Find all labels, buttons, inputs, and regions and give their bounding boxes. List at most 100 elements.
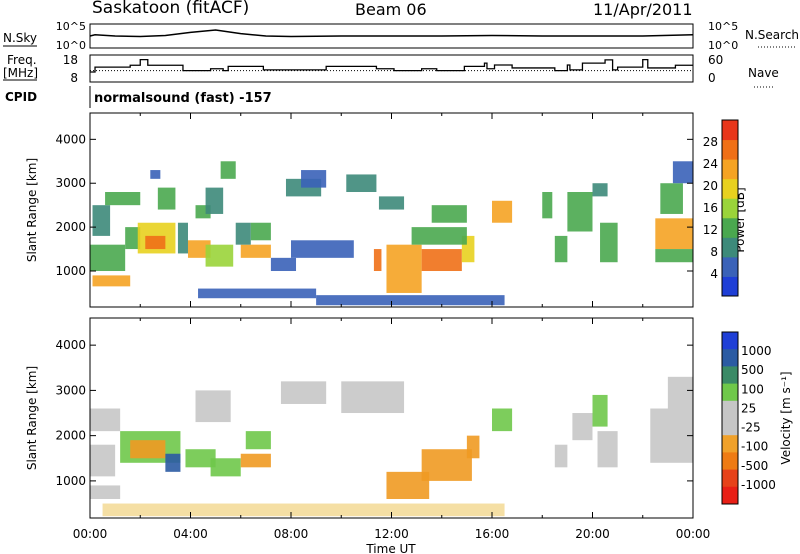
freq-unit-label: [MHz] [3,66,38,80]
velocity-region [466,435,480,459]
nave-label: Nave [748,66,779,80]
velocity-region [90,408,121,432]
velocity-region [572,413,593,441]
power-region [592,183,608,197]
power-region [386,244,422,293]
velocity-region [130,440,166,459]
velocity-region [650,408,693,463]
velocity-colorbar-swatch [722,332,738,350]
velocity-region [592,394,608,427]
velocity-ylabel: Slant Range [km] [25,366,39,470]
power-region [301,170,327,188]
velocity-ytick-label: 1000 [55,474,86,488]
power-region [205,187,224,214]
beam-label: Beam 06 [355,0,427,19]
velocity-colorbar-swatch [722,400,738,419]
power-region [378,196,405,210]
power-colorbar-tick: 4 [710,267,718,281]
site-title: Saskatoon (fitACF) [92,0,250,18]
velocity-colorbar-tick: -25 [741,421,761,435]
velocity-colorbar-swatch [722,349,738,367]
power-ytick-label: 4000 [55,132,86,146]
velocity-colorbar-swatch [722,366,738,385]
noise-ytick-right-bottom: 10^0 [708,39,738,52]
cpid-label: CPID [5,90,37,104]
power-data [90,161,693,306]
power-region [198,288,317,299]
noise-ytick-right-top: 10^5 [708,20,738,33]
time-xtick-label: 16:00 [475,527,510,541]
velocity-region [280,381,327,404]
noise-series-line [89,29,694,38]
power-region [431,205,467,223]
velocity-region [597,431,618,468]
power-colorbar-swatch [722,276,738,297]
power-colorbar-swatch [722,178,738,199]
power-region [655,249,693,263]
velocity-colorbar-swatch [722,486,738,505]
velocity-colorbar-tick: 25 [741,401,756,415]
cpid-text: normalsound (fast) -157 [94,91,272,106]
velocity-ytick-label: 2000 [55,429,86,443]
velocity-colorbar-tick: -1000 [741,478,776,492]
velocity-colorbar-tick: 1000 [741,344,772,358]
frequency-series-line [90,58,693,73]
power-region [250,222,271,241]
time-xtick-label: 12:00 [374,527,409,541]
velocity-region [210,458,241,477]
velocity-colorbar-swatch [722,383,738,402]
power-colorbar-swatch [722,159,738,180]
power-region [542,192,553,219]
velocity-panel: 1000 2000 3000 4000 00:00 04:00 08:00 12:00 16:0… [25,317,710,554]
power-region [421,249,462,272]
power-region [346,174,377,193]
power-region [411,227,467,245]
power-region [90,244,126,272]
power-region [145,235,166,250]
power-region [373,249,382,272]
velocity-colorbar-tick: 100 [741,382,764,396]
power-region [240,244,271,258]
velocity-region [667,376,693,409]
power-region [105,192,141,206]
power-region [672,161,693,184]
velocity-data [90,376,693,517]
velocity-region [185,449,216,468]
velocity-colorbar-tick: -100 [741,440,768,454]
power-colorbar-swatch [722,217,738,238]
power-ytick-label: 2000 [55,220,86,234]
power-region [316,295,505,306]
velocity-colorbar-tick: 500 [741,363,764,377]
noise-ytick-top: 10^5 [56,20,86,33]
power-colorbar-tick: 28 [703,135,718,149]
velocity-colorbar-tick: -500 [741,459,768,473]
power-region [270,257,297,272]
power-colorbar-tick: 8 [710,245,718,259]
nave-ytick-top: 60 [708,53,723,67]
velocity-colorbar-frame [721,331,739,505]
power-colorbar-tick: 16 [703,201,718,215]
velocity-colorbar-swatch [722,435,738,453]
power-panel: 1000 2000 3000 4000 Slant Range [km] [25,112,694,308]
power-ytick-label: 3000 [55,176,86,190]
power-colorbar-swatch [722,139,738,160]
power-region [660,183,683,214]
power-region [567,192,593,232]
frequency-panel: 18 8 60 0 [63,53,724,85]
power-colorbar-swatch [722,237,738,258]
power-region [600,222,618,263]
power-colorbar-swatch [722,120,738,141]
power-region [205,244,234,267]
velocity-region [554,444,568,468]
power-region [157,187,176,210]
time-xtick-label: 08:00 [274,527,309,541]
power-colorbar-tick: 12 [703,223,718,237]
velocity-region [245,431,271,450]
power-region [220,161,236,179]
velocity-region [165,453,181,472]
velocity-region [102,503,505,517]
velocity-colorbar-swatch [722,452,738,471]
power-region [291,240,354,258]
